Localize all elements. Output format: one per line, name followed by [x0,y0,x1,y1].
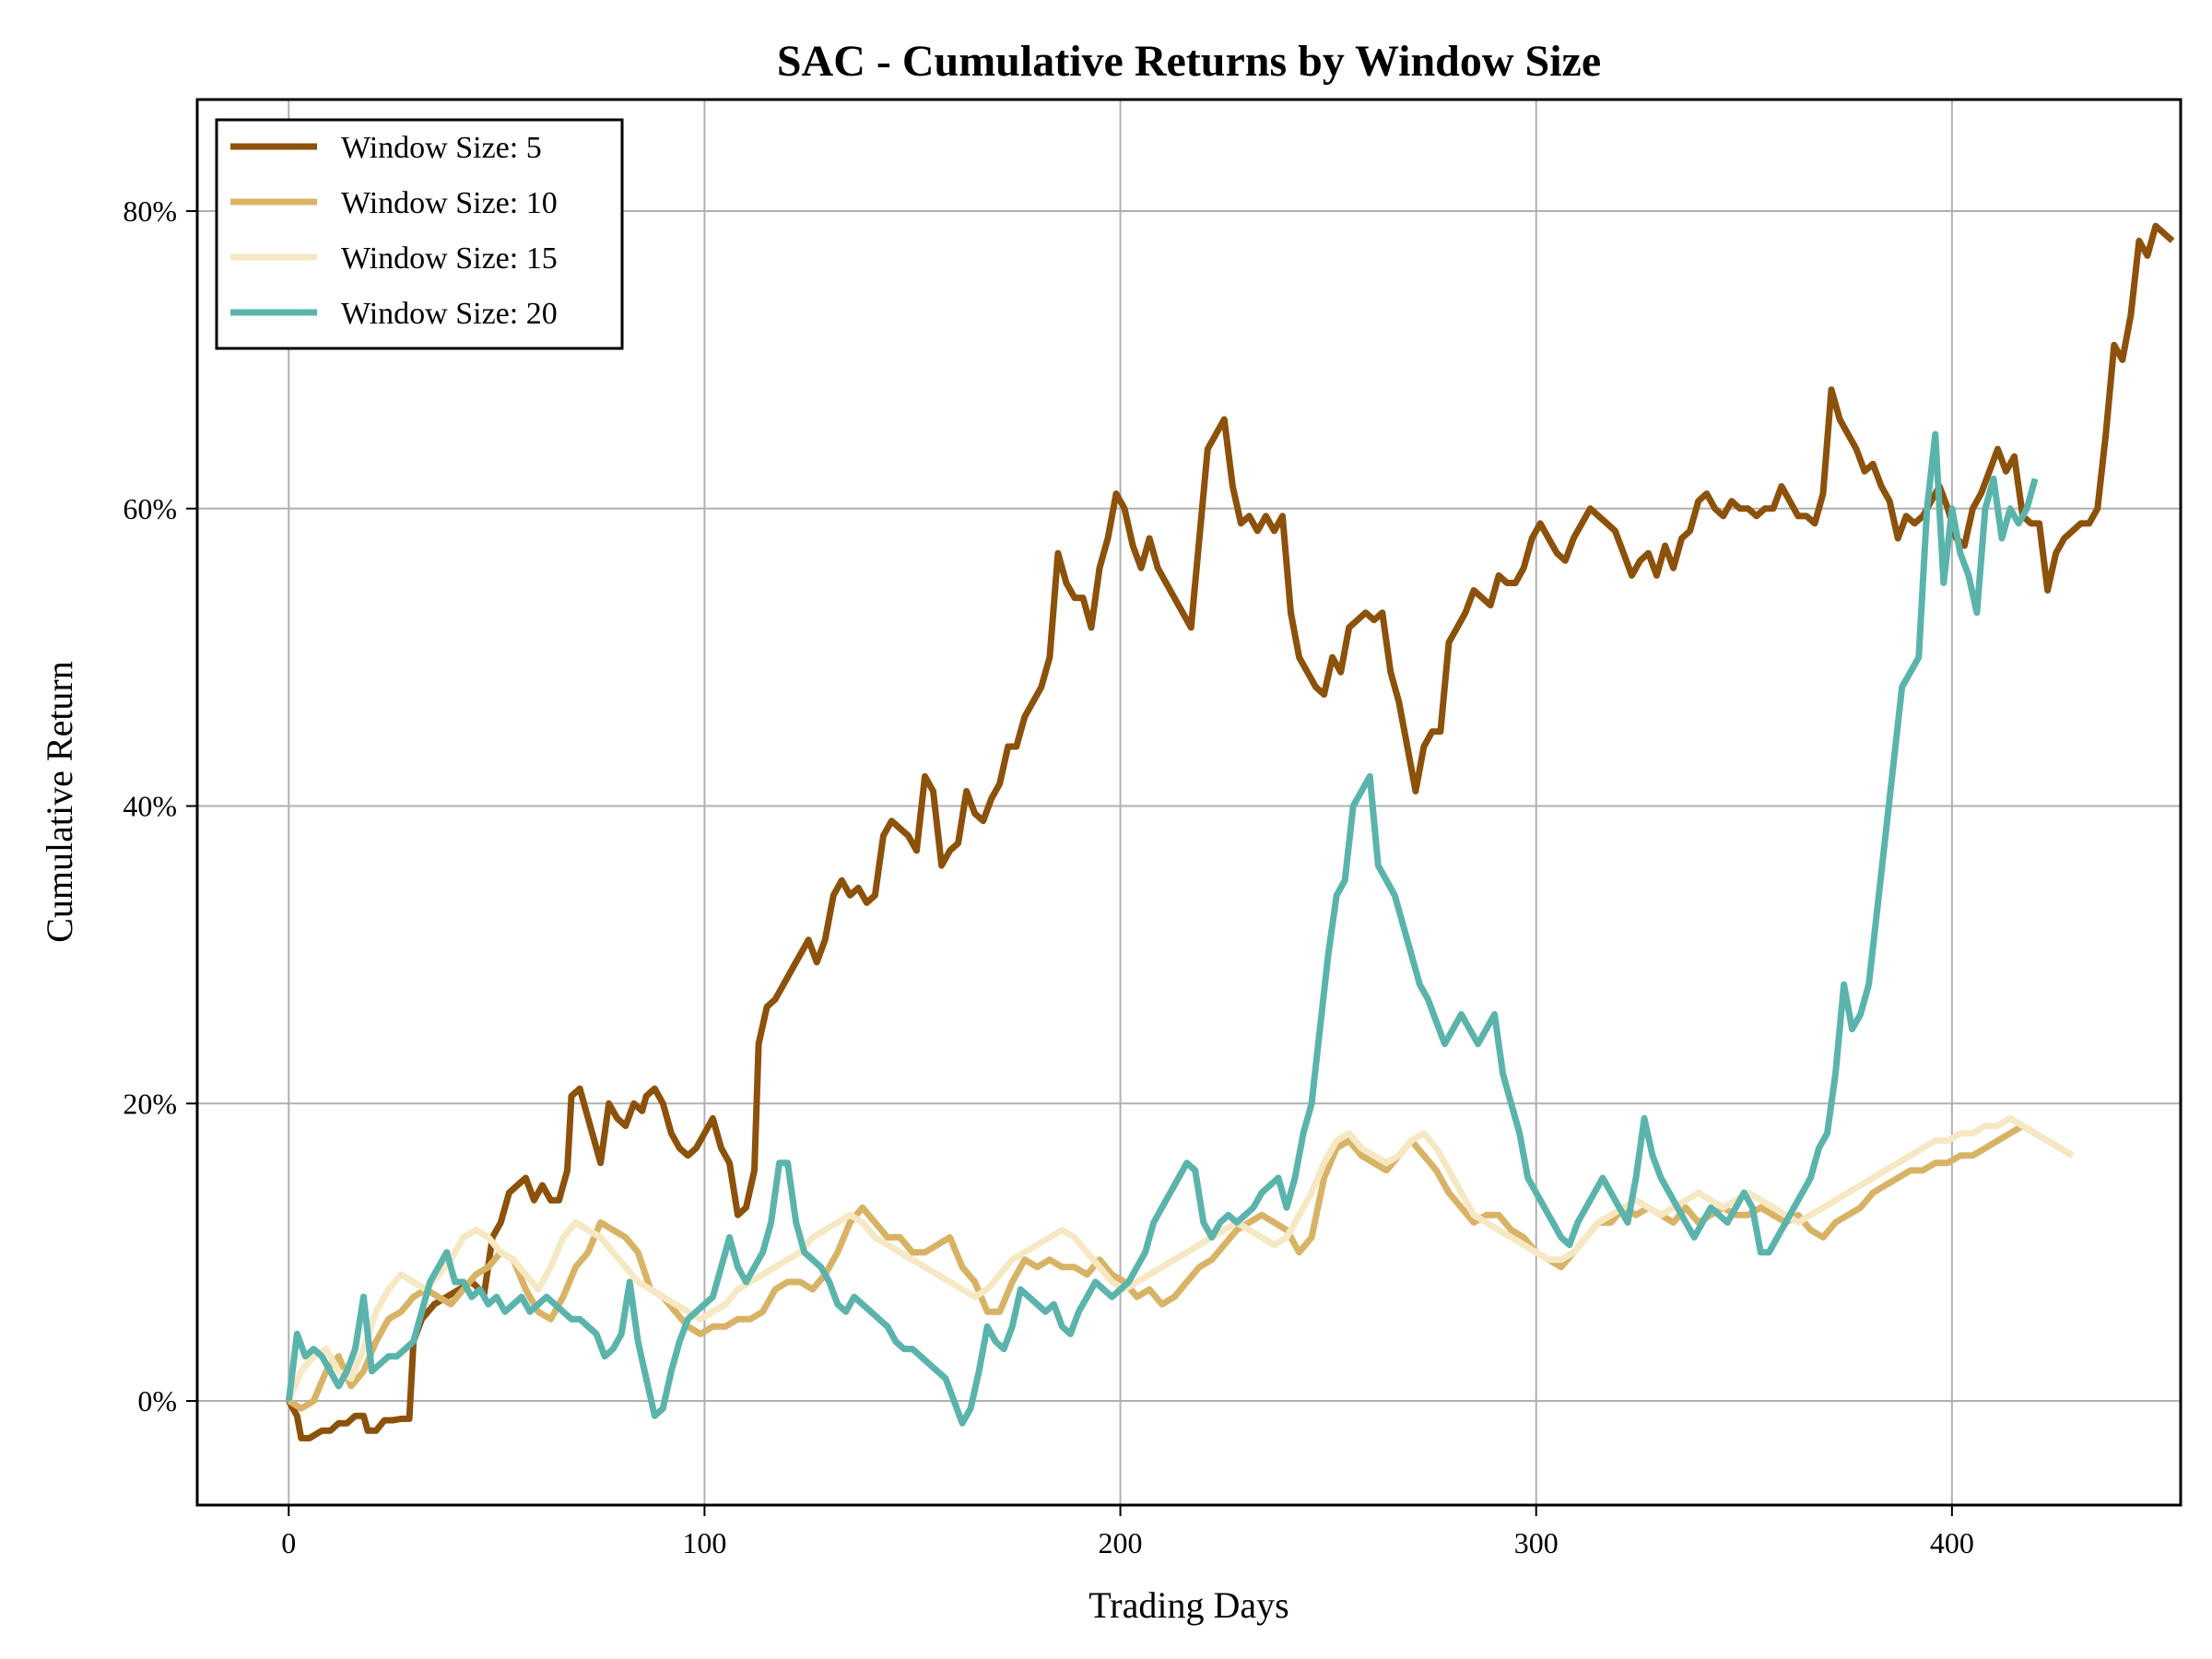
series-line-3 [286,1114,2075,1403]
series-line-2 [287,1123,2075,1412]
legend: Window Size: 5 Window Size: 10 Window Si… [215,118,624,350]
legend-box [215,118,624,350]
legend-label-window-15: Window Size: 15 [341,241,558,276]
legend-label-window-5: Window Size: 5 [341,131,542,165]
y-axis-label: Cumulative Return [39,661,80,943]
x-axis-label: Trading Days [1088,1584,1288,1626]
plot-series [285,222,2175,1441]
series-line-4 [285,430,2039,1427]
x-tick-label: 0 [281,1526,296,1559]
series-line-1 [286,222,2175,1441]
y-tick-label: 0% [137,1384,177,1418]
plot-area-border [195,98,2183,1507]
x-tick-label: 200 [1099,1526,1143,1559]
x-tick-label: 100 [682,1526,726,1559]
y-tick-label: 40% [123,790,177,823]
x-tick-label: 300 [1514,1526,1559,1559]
legend-label-window-20: Window Size: 20 [341,297,558,331]
x-tick-label: 400 [1930,1526,1974,1559]
axis-ticks: 0 100 200 300 400 0% 20% 40% 60% 80% [123,194,1974,1559]
chart-title: SAC - Cumulative Returns by Window Size [777,37,1601,86]
y-tick-label: 20% [123,1087,177,1120]
legend-label-window-10: Window Size: 10 [341,186,558,220]
y-tick-label: 60% [123,492,177,525]
y-tick-label: 80% [123,194,177,228]
grid [197,100,2181,1505]
